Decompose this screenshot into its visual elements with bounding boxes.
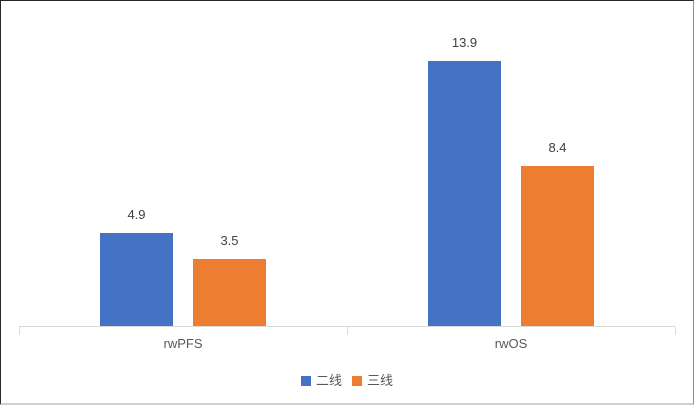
bar-rwOS-series2 bbox=[521, 166, 594, 326]
legend-entry-series1: 二线 bbox=[300, 373, 342, 388]
value-label-rwOS-series1: 13.9 bbox=[451, 35, 478, 50]
bar-rwPFS-series1 bbox=[100, 233, 173, 326]
value-label-rwPFS-series1: 4.9 bbox=[127, 207, 146, 222]
category-label-rwPFS: rwPFS bbox=[163, 336, 203, 351]
legend-swatch-series1 bbox=[300, 376, 311, 386]
value-label-rwPFS-series2: 3.5 bbox=[220, 233, 239, 248]
legend-swatch-series2 bbox=[352, 376, 362, 386]
legend-entry-series2: 三线 bbox=[352, 374, 393, 388]
x-axis-line bbox=[19, 326, 675, 327]
x-axis-tick bbox=[675, 327, 676, 335]
legend: 二线 三线 bbox=[1, 374, 693, 388]
legend-label-series2: 三线 bbox=[367, 373, 394, 388]
value-label-rwOS-series2: 8.4 bbox=[548, 140, 567, 155]
x-axis-tick bbox=[347, 327, 348, 335]
legend-label-series1: 二线 bbox=[315, 373, 342, 388]
category-label-rwOS: rwOS bbox=[494, 336, 528, 351]
x-axis-tick bbox=[19, 327, 20, 335]
bar-rwPFS-series2 bbox=[193, 259, 266, 326]
bar-rwOS-series1 bbox=[428, 61, 501, 326]
